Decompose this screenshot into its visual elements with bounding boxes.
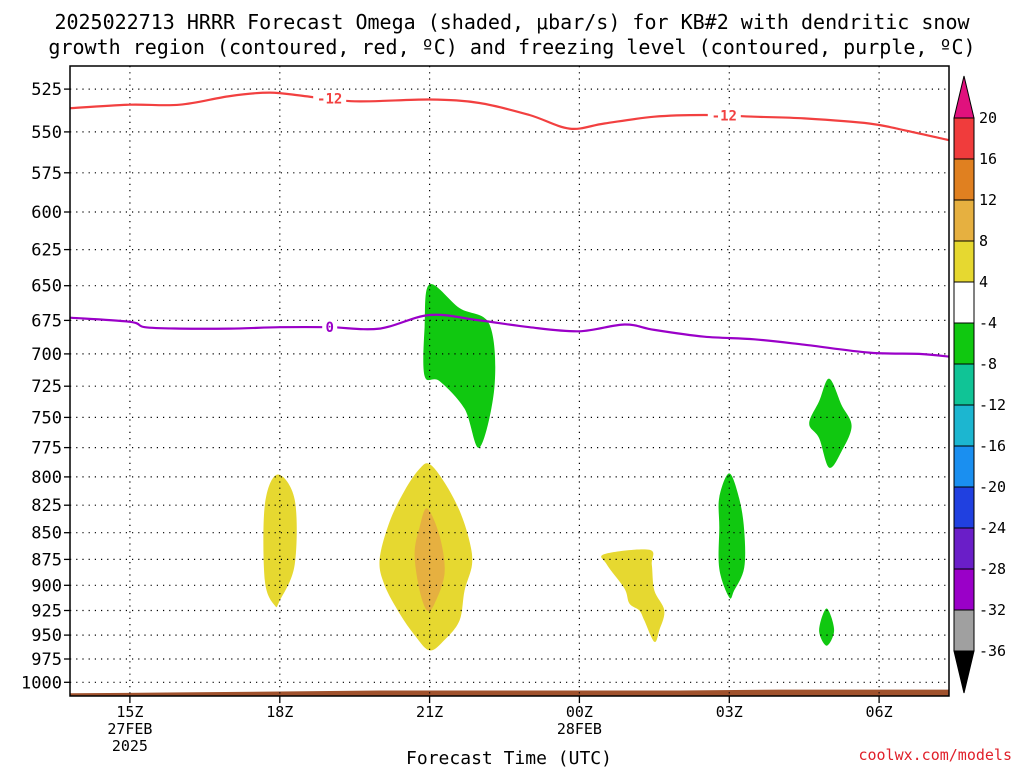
colorbar-label-1: -32 — [979, 601, 1006, 619]
colorbar-block-7 — [953, 322, 975, 365]
y-tick-label-725: 725 — [31, 377, 62, 397]
y-tick-label-675: 675 — [31, 311, 62, 331]
x-tick-label-03Z: 03Z — [716, 703, 743, 721]
y-tick-label-775: 775 — [31, 439, 62, 459]
y-tick-label-525: 525 — [31, 80, 62, 100]
y-tick-label-1000: 1000 — [21, 673, 62, 693]
x-tick-label-2025: 2025 — [112, 737, 148, 755]
colorbar-label-9: 4 — [979, 273, 988, 291]
colorbar-block-5 — [953, 404, 975, 447]
chart-title-line2: growth region (contoured, red, ºC) and f… — [48, 35, 975, 59]
y-tick-label-825: 825 — [31, 496, 62, 516]
x-tick-label-28FEB: 28FEB — [557, 720, 602, 738]
colorbar-block-9 — [953, 240, 975, 283]
y-tick-label-875: 875 — [31, 550, 62, 570]
colorbar-block-6 — [953, 363, 975, 406]
omega-region-yellow-18z — [263, 474, 297, 608]
y-tick-label-975: 975 — [31, 650, 62, 670]
colorbar-block-8 — [953, 281, 975, 324]
colorbar-label-4: -20 — [979, 478, 1006, 496]
terrain-fill — [70, 689, 949, 696]
colorbar: -36 -32 -28 -24 -20 -16 -12 -8 -4 4 8 12 16 20 — [953, 75, 1006, 694]
contour-label-0-1: -12 — [712, 109, 737, 125]
colorbar-block-11 — [953, 158, 975, 201]
y-tick-label-950: 950 — [31, 626, 62, 646]
y-tick-label-800: 800 — [31, 468, 62, 488]
colorbar-label-3: -24 — [979, 519, 1006, 537]
colorbar-label-11: 12 — [979, 191, 997, 209]
omega-region-yellow-01z — [601, 549, 665, 643]
colorbar-label-2: -28 — [979, 560, 1006, 578]
x-tick-label-18Z: 18Z — [266, 703, 293, 721]
colorbar-block-0 — [953, 609, 975, 652]
y-tick-label-900: 900 — [31, 576, 62, 596]
x-tick-label-00Z: 00Z — [566, 703, 593, 721]
colorbar-label-5: -16 — [979, 437, 1006, 455]
contour-label-box-0-1 — [707, 107, 741, 124]
colorbar-label-10: 8 — [979, 232, 988, 250]
colorbar-block-10 — [953, 199, 975, 242]
colorbar-block-1 — [953, 568, 975, 611]
y-tick-label-700: 700 — [31, 345, 62, 365]
chart-title-line1: 2025022713 HRRR Forecast Omega (shaded, … — [54, 10, 970, 34]
x-axis-title: Forecast Time (UTC) — [406, 748, 612, 768]
colorbar-label-6: -12 — [979, 396, 1006, 414]
y-tick-label-650: 650 — [31, 277, 62, 297]
y-tick-label-925: 925 — [31, 602, 62, 622]
omega-region-green-right — [809, 378, 852, 468]
omega-region-green-mid — [718, 473, 746, 599]
colorbar-block-4 — [953, 445, 975, 488]
contour-label-box-1-0 — [322, 319, 338, 336]
y-tick-label-550: 550 — [31, 123, 62, 143]
y-tick-label-750: 750 — [31, 408, 62, 428]
omega-region-green-small — [819, 608, 835, 646]
x-tick-label-15Z: 15Z — [116, 703, 143, 721]
omega-region-green-upper — [423, 283, 496, 448]
contour-line-1 — [70, 313, 949, 358]
x-tick-label-27FEB: 27FEB — [107, 720, 152, 738]
colorbar-block-3 — [953, 486, 975, 529]
colorbar-label-7: -8 — [979, 355, 997, 373]
x-tick-label-06Z: 06Z — [866, 703, 893, 721]
x-tick-label-21Z: 21Z — [416, 703, 443, 721]
contour-line-0 — [70, 91, 949, 142]
y-tick-label-600: 600 — [31, 203, 62, 223]
colorbar-block-12 — [953, 117, 975, 160]
contour-label-0-0: -12 — [317, 92, 342, 108]
colorbar-label-13: 20 — [979, 109, 997, 127]
y-tick-label-575: 575 — [31, 164, 62, 184]
y-tick-label-625: 625 — [31, 241, 62, 261]
colorbar-label-0: -36 — [979, 642, 1006, 660]
credit-text: coolwx.com/models — [858, 746, 1012, 764]
contour-label-box-0-0 — [313, 90, 347, 107]
colorbar-block-2 — [953, 527, 975, 570]
colorbar-label-8: -4 — [979, 314, 997, 332]
plot-frame — [69, 65, 950, 697]
y-tick-label-850: 850 — [31, 524, 62, 544]
contour-label-1-0: 0 — [325, 320, 333, 336]
colorbar-label-12: 16 — [979, 150, 997, 168]
plot-area: -12 -12 0 525 550 575 600 625 650 675 700 725 750 77… — [21, 65, 950, 755]
